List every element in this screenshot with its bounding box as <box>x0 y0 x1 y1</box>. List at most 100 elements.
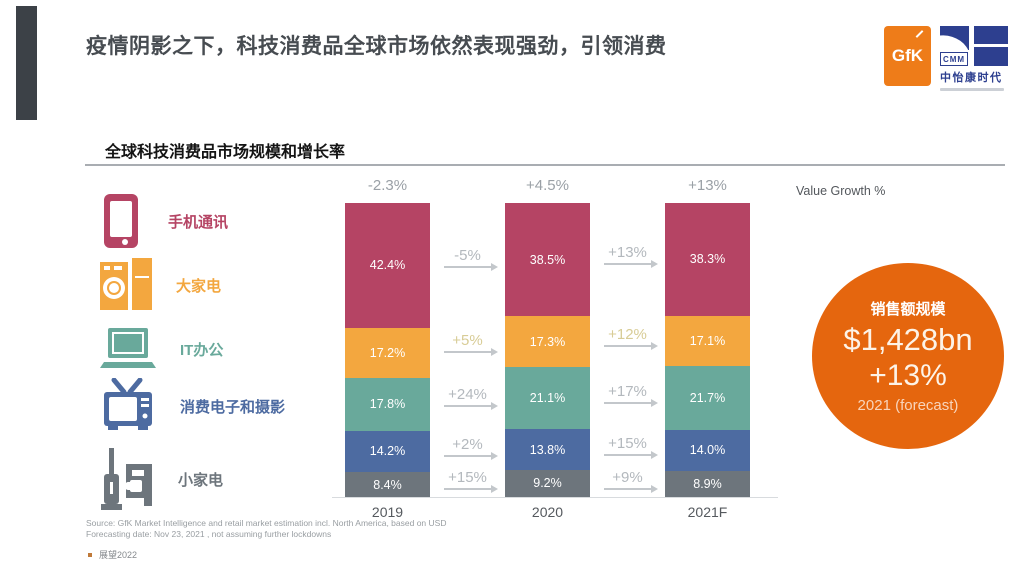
bar-segment: 17.8% <box>345 378 430 431</box>
right-arrow-icon <box>443 348 498 357</box>
gfk-logo-slash-icon <box>915 30 924 38</box>
bar-column-2020: 38.5% 17.3% 21.1% 13.8% 9.2% <box>505 203 590 497</box>
segment-growth-value: +15% <box>608 434 647 452</box>
bar-segment-value: 17.2% <box>369 345 406 360</box>
bar-segment: 13.8% <box>505 429 590 470</box>
bar-segment-value: 8.4% <box>373 477 402 492</box>
cmm-tagline-placeholder <box>940 88 1004 91</box>
bar-column-2019: 42.4% 17.2% 17.8% 14.2% 8.4% <box>345 203 430 497</box>
x-axis-tick-label: 2020 <box>531 504 564 520</box>
footer-text: 展望2022 <box>99 550 138 560</box>
total-growth-label: +13% <box>688 177 727 194</box>
bar-segment-value: 8.9% <box>693 476 722 491</box>
legend-label: 小家电 <box>178 471 224 489</box>
bar-segment-value: 21.1% <box>529 391 566 406</box>
bar-segment: 8.4% <box>345 472 430 497</box>
segment-growth-value: -5% <box>454 247 481 265</box>
source-note: Source: GfK Market Intelligence and reta… <box>86 518 446 540</box>
smartphone-icon <box>104 194 138 248</box>
right-arrow-icon <box>603 342 658 351</box>
bar-segment-value: 17.3% <box>529 334 566 349</box>
total-growth-label: +4.5% <box>526 177 569 194</box>
segment-growth-arrow: -5% <box>432 247 504 272</box>
x-axis-tick-label: 2021F <box>687 504 728 520</box>
tv-icon <box>104 378 152 430</box>
segment-growth-value: +15% <box>448 469 487 487</box>
slide-title: 疫情阴影之下，科技消费品全球市场依然表现强劲，引领消费 <box>86 35 667 58</box>
cmm-logo: CMM 中怡康时代 <box>940 26 1008 91</box>
legend-label: 大家电 <box>176 277 222 295</box>
right-arrow-icon <box>603 399 658 408</box>
bar-segment: 17.1% <box>665 315 750 366</box>
cmm-logo-blocks: CMM <box>940 26 1008 66</box>
source-line-2: Forecasting date: Nov 23, 2021 , not ass… <box>86 529 332 539</box>
x-axis-tick-label: 2019 <box>371 504 404 520</box>
badge-growth: +13% <box>869 359 947 392</box>
legend-item-it-office: IT办公 <box>100 326 223 372</box>
bar-segment-value: 14.2% <box>369 444 406 459</box>
segment-growth-arrow: +24% <box>432 386 504 411</box>
bar-segment: 21.7% <box>665 365 750 430</box>
right-arrow-icon <box>443 485 498 494</box>
legend-label: 消费电子和摄影 <box>180 398 286 416</box>
legend-item-mobile: 手机通讯 <box>100 192 228 250</box>
segment-growth-arrow: +15% <box>432 469 504 494</box>
segment-growth-arrow: +2% <box>432 435 504 460</box>
bar-segment: 14.0% <box>665 429 750 471</box>
bar-segment: 9.2% <box>505 469 590 497</box>
x-axis-line <box>332 497 778 498</box>
segment-growth-arrow: +17% <box>592 383 664 408</box>
segment-growth-arrow: +9% <box>592 469 664 493</box>
section-divider <box>85 164 1005 166</box>
segment-growth-arrow: +13% <box>592 245 664 269</box>
segment-growth-arrow: +15% <box>592 434 664 459</box>
bar-segment-value: 38.3% <box>689 252 726 267</box>
bar-segment-value: 42.4% <box>369 258 406 273</box>
legend-item-consumer-electronics: 消费电子和摄影 <box>100 378 285 434</box>
cmm-swoosh-icon <box>940 26 969 50</box>
bar-segment: 38.5% <box>505 203 590 317</box>
total-growth-label: -2.3% <box>367 177 408 194</box>
bar-segment-value: 14.0% <box>689 443 726 458</box>
bar-segment: 42.4% <box>345 203 430 328</box>
segment-growth-value: +17% <box>608 383 647 401</box>
bullet-icon <box>88 552 92 557</box>
badge-label: 销售额规模 <box>870 301 946 318</box>
right-arrow-icon <box>603 484 658 493</box>
right-arrow-icon <box>603 260 658 269</box>
gfk-logo: GfK <box>884 26 931 86</box>
legend-label: IT办公 <box>180 341 224 359</box>
bar-segment: 21.1% <box>505 367 590 430</box>
gfk-logo-text: GfK <box>891 46 924 65</box>
bar-segment-value: 38.5% <box>529 252 566 267</box>
bar-segment-value: 21.7% <box>689 390 726 405</box>
legend-item-small-appliances: 小家电 <box>100 446 223 512</box>
bar-segment-value: 13.8% <box>529 442 566 457</box>
badge-value: $1,428bn <box>843 322 973 357</box>
bar-column-2021F: 38.3% 17.1% 21.7% 14.0% 8.9% <box>665 203 750 497</box>
accent-bar <box>16 6 37 120</box>
segment-growth-value: +24% <box>448 386 487 404</box>
bar-segment: 8.9% <box>665 470 750 497</box>
chart-title: 全球科技消费品市场规模和增长率 <box>105 144 346 161</box>
legend-item-major-appliances: 大家电 <box>100 256 221 314</box>
bar-segment: 14.2% <box>345 430 430 473</box>
right-arrow-icon <box>603 450 658 459</box>
bar-segment-value: 9.2% <box>533 476 562 491</box>
badge-caption: 2021 (forecast) <box>857 397 959 414</box>
bar-segment-value: 17.8% <box>369 397 406 412</box>
bar-segment: 38.3% <box>665 203 750 316</box>
sales-badge: 销售额规模 $1,428bn +13% 2021 (forecast) <box>812 263 1004 449</box>
bar-segment: 17.3% <box>505 316 590 368</box>
cmm-abbr-badge: CMM <box>940 52 968 66</box>
right-arrow-icon <box>443 402 498 411</box>
cmm-square-icon <box>974 26 1008 44</box>
cmm-square-icon <box>974 47 1008 66</box>
source-line-1: Source: GfK Market Intelligence and reta… <box>86 518 447 528</box>
segment-growth-arrow: +5% <box>432 333 504 357</box>
segment-growth-value: +2% <box>452 435 483 453</box>
legend-label: 手机通讯 <box>168 213 229 231</box>
laptop-icon <box>100 328 156 368</box>
right-arrow-icon <box>443 263 498 272</box>
